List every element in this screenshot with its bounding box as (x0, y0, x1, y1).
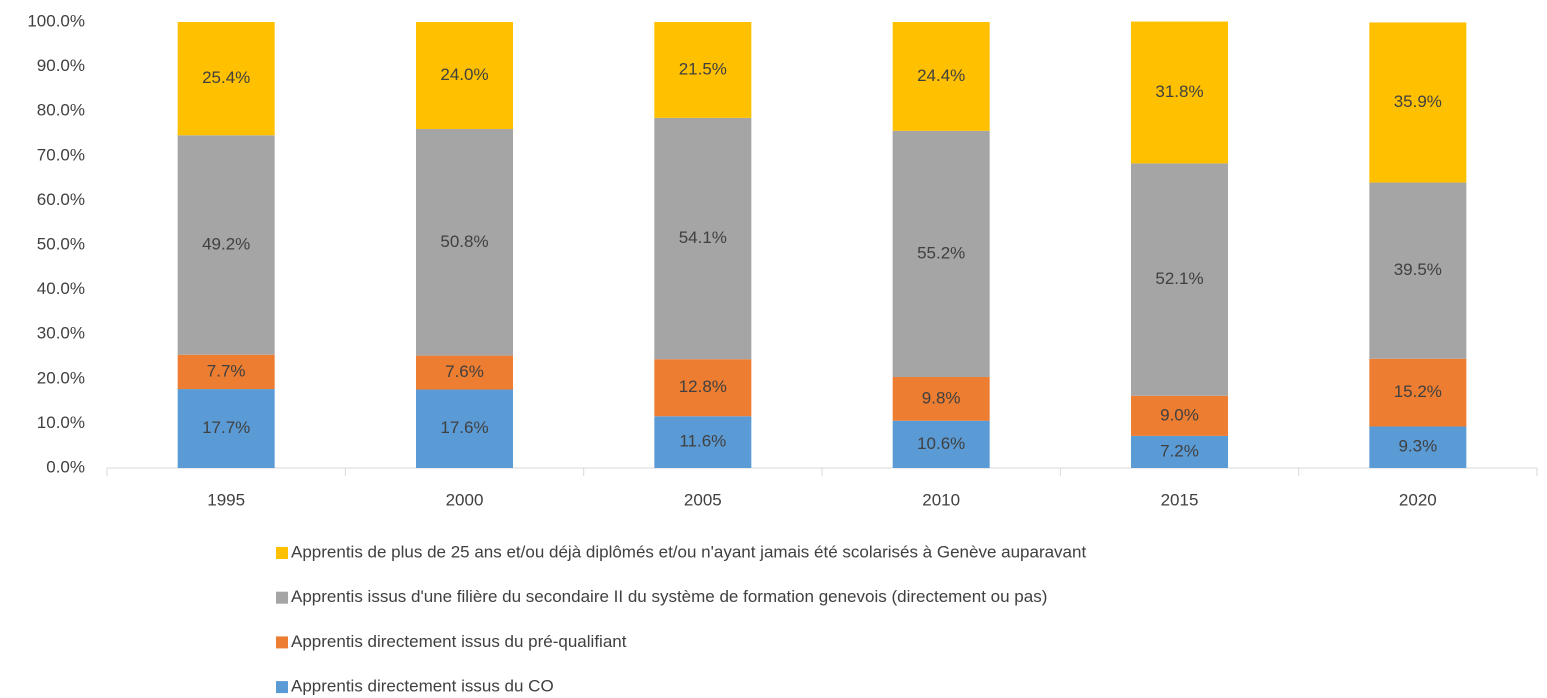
bar-segment (892, 22, 990, 131)
bar-segment (1131, 395, 1228, 436)
bar-segment (416, 129, 513, 356)
y-tick-label: 90.0% (37, 56, 85, 75)
data-label: 50.8% (440, 232, 488, 251)
x-tick-label: 2020 (1399, 490, 1437, 509)
data-label: 9.8% (922, 388, 961, 407)
bar-segment (416, 22, 513, 130)
x-tick-label: 1995 (207, 490, 245, 509)
data-label: 25.4% (202, 68, 250, 87)
data-label: 49.2% (202, 234, 250, 253)
legend-label: Apprentis directement issus du pré-quali… (291, 632, 627, 651)
bar-segment (1369, 182, 1467, 359)
x-tick-label: 2010 (922, 490, 960, 509)
data-label: 31.8% (1155, 82, 1203, 101)
data-label: 21.5% (679, 59, 727, 78)
data-label: 12.8% (679, 377, 727, 396)
data-label: 17.6% (440, 418, 488, 437)
data-label: 24.0% (440, 65, 488, 84)
data-label: 11.6% (679, 432, 726, 451)
bar-segment (1131, 163, 1228, 396)
bar-segment (416, 389, 513, 468)
bar-segment (892, 130, 990, 378)
data-label: 17.7% (202, 418, 250, 437)
y-tick-label: 0.0% (46, 457, 85, 476)
legend-swatch (276, 681, 288, 694)
y-tick-label: 40.0% (37, 279, 85, 298)
y-tick-label: 30.0% (37, 324, 85, 343)
bar-segment (654, 416, 752, 468)
y-tick-label: 80.0% (37, 101, 85, 120)
data-label: 9.0% (1160, 405, 1199, 424)
legend-label: Apprentis directement issus du CO (291, 677, 554, 696)
bar-segment (1369, 22, 1467, 183)
y-tick-label: 70.0% (37, 145, 85, 164)
y-tick-label: 100.0% (27, 11, 85, 30)
bar-segment (1131, 21, 1228, 164)
bar-segment (1369, 358, 1467, 427)
bar-segment (892, 377, 990, 421)
bar-segment (416, 355, 513, 390)
data-label: 7.7% (207, 361, 246, 380)
data-label: 15.2% (1394, 382, 1442, 401)
bar-segment (892, 420, 990, 468)
data-label: 52.1% (1155, 269, 1203, 288)
bar-segment (654, 117, 752, 360)
bar-segment (1131, 435, 1228, 468)
y-tick-label: 50.0% (37, 234, 85, 253)
data-label: 10.6% (917, 434, 965, 453)
legend-label: Apprentis de plus de 25 ans et/ou déjà d… (291, 542, 1086, 561)
data-label: 7.2% (1160, 441, 1199, 460)
legend-swatch (276, 636, 288, 649)
x-tick-label: 2000 (446, 490, 484, 509)
legend-swatch (276, 547, 288, 559)
bar-segment (177, 135, 275, 355)
bar-segment (654, 22, 752, 118)
y-tick-label: 20.0% (37, 368, 85, 387)
data-label: 54.1% (679, 228, 727, 247)
bar-segment (177, 354, 275, 390)
x-tick-label: 2015 (1161, 490, 1199, 509)
data-label: 24.4% (917, 66, 965, 85)
legend-swatch (276, 591, 288, 604)
data-label: 9.3% (1398, 437, 1437, 456)
y-tick-label: 10.0% (37, 413, 85, 432)
bar-segment (654, 359, 752, 417)
data-label: 55.2% (917, 243, 965, 262)
bar-segment (177, 22, 275, 136)
bar-segment (1369, 426, 1467, 468)
legend-label: Apprentis issus d'une filière du seconda… (291, 587, 1047, 606)
data-label: 35.9% (1394, 92, 1442, 111)
data-label: 7.6% (445, 362, 484, 381)
y-tick-label: 60.0% (37, 190, 85, 209)
x-tick-label: 2005 (684, 490, 722, 509)
bar-segment (177, 389, 275, 468)
data-label: 39.5% (1394, 260, 1442, 279)
